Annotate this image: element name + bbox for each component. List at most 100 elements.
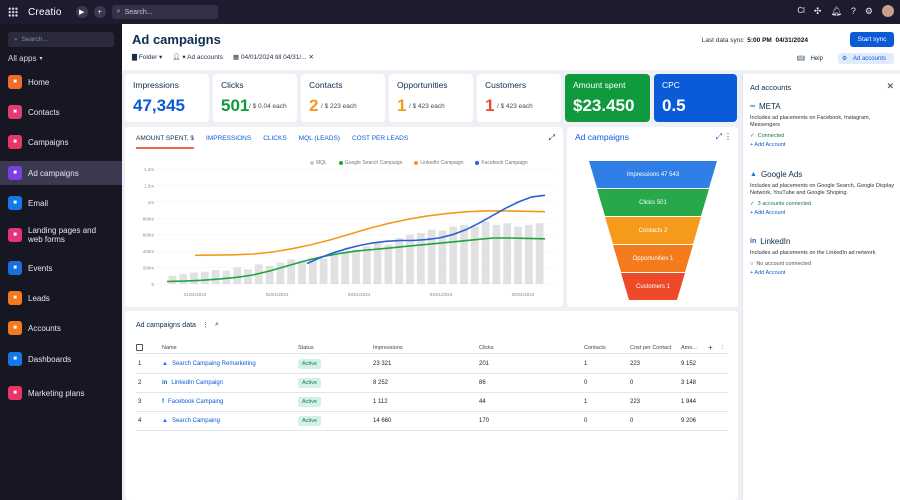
funnel-step[interactable]: Opportunities 1 [613,245,693,272]
all-apps-dropdown[interactable]: All apps ▾ [8,54,122,63]
mql-bar [460,224,468,284]
gear-icon[interactable]: ⚙ [864,6,873,16]
chevron-down-icon: ▾ [39,56,43,62]
sidebar: ⌕ Search... All apps ▾ ■ Home ■ Contacts ■ Ca… [0,24,122,500]
kpi-sub: / $ 423 each [497,103,533,110]
expand-icon[interactable]: ⤢ [548,133,555,142]
puzzle-icon[interactable]: ✣ [813,6,822,16]
user-avatar-icon[interactable] [882,5,894,17]
y-tick-label: 1.4m [144,167,154,172]
legend-item: Facebook Campaign [475,160,528,166]
sidebar-item-events[interactable]: ■ Events [0,256,122,280]
sidebar-item-marketing-plans[interactable]: ■ Marketing plans [0,378,122,408]
column-header[interactable]: Status [298,344,314,351]
sidebar-item-dashboards[interactable]: ■ Dashboards [0,347,122,371]
campaign-name-link[interactable]: Search Campaing [171,418,220,424]
mql-bar [416,233,425,284]
chart-tab[interactable]: MQL (LEADS) [298,135,340,142]
funnel-step[interactable]: Customers 1 [621,273,685,300]
sidebar-item-campaigns[interactable]: ■ Campaigns [0,130,122,154]
mql-bar [287,259,296,284]
cell-impressions: 14 660 [373,412,391,430]
plus-icon[interactable]: + [93,6,106,18]
column-header[interactable]: Name [162,344,177,351]
campaign-name-cell[interactable]: in LinkedIn Campaign [162,374,223,392]
y-tick-label: 600m [143,233,155,238]
campaign-name-link[interactable]: LinkedIn Campaign [171,380,224,386]
help-icon[interactable]: ? [850,6,856,16]
chart-tab[interactable]: AMOUNT SPENT, $ [136,135,195,149]
kpi-label: Opportunities [397,80,448,90]
ad-accounts-button[interactable]: ⚙ Ad accounts [837,53,894,64]
sidebar-item-landing-pages-and-web-forms[interactable]: ■ Landing pages and web forms [0,220,122,250]
chart-tab[interactable]: IMPRESSIONS [206,135,252,142]
expand-icon[interactable]: ⤢ [715,132,722,141]
account-name-row: ▲ Google Ads [750,170,898,179]
sidebar-item-contacts[interactable]: ■ Contacts [0,100,122,124]
cell-cpc: 0 [630,374,633,392]
sidebar-item-leads[interactable]: ■ Leads [0,286,122,310]
date-filter[interactable]: ▦ 04/01/2024 till 04/31/... ✕ [232,54,314,61]
add-account-button[interactable]: + Add Account [750,142,786,148]
select-all-checkbox[interactable] [136,342,143,353]
table-row[interactable]: 3 f Facebook Campaing Active 1 112 44 1 223 1 94… [136,393,728,412]
close-icon[interactable]: ✕ [308,54,314,61]
more-icon[interactable]: ⋮ [724,132,732,141]
table-row[interactable]: 2 in LinkedIn Campaign Active 8 252 86 0 0 3 148 [136,374,728,393]
apps-grid-icon[interactable] [8,7,18,17]
sidebar-item-ad-campaigns[interactable]: ■ Ad campaigns [0,161,122,185]
y-tick-label: 400m [143,249,155,254]
campaign-name-link[interactable]: Facebook Campaing [168,399,224,405]
funnel-step[interactable]: Contacts 2 [605,217,701,244]
google-ads-icon: ▲ [162,361,168,367]
global-search-input[interactable]: ⌕ Search... [111,5,218,19]
account-status: ○ No account connected [750,261,898,267]
campaign-name-cell[interactable]: ▲ Search Campaing Remarketing [162,355,256,373]
cell-value: 0 [584,380,588,386]
app-logo[interactable]: Creatio [28,6,62,18]
campaign-name-cell[interactable]: f Facebook Campaing [162,393,223,411]
table-row[interactable]: 4 ▲ Search Campaing Active 14 660 170 0 0 9 206 [136,412,728,431]
column-header[interactable]: Clicks [479,344,494,351]
sidebar-item-email[interactable]: ■ Email [0,191,122,215]
campaign-name-cell[interactable]: ▲ Search Campaing [162,412,220,430]
sidebar-search-input[interactable]: ⌕ Search... [8,32,114,47]
funnel-step[interactable]: Impressions 47 543 [589,161,717,188]
last-sync: Last data sync 5:00 PM 04/31/2024 [702,37,808,44]
legend-label: MQL [316,160,327,166]
ad-accounts-filter[interactable]: 👤︎ ▾ Ad accounts [172,54,223,61]
column-header[interactable]: Cost per Contact [630,344,672,351]
campaign-name-link[interactable]: Search Campaing Remarketing [171,361,256,367]
column-header[interactable]: Impressions [373,344,403,351]
chart-tab[interactable]: CLICKS [263,135,287,142]
add-account-button[interactable]: + Add Account [750,210,786,216]
table-row[interactable]: 1 ▲ Search Campaing Remarketing Active 23 32… [136,355,728,374]
sidebar-item-accounts[interactable]: ■ Accounts [0,316,122,340]
chart-tab[interactable]: COST PER LEADS [351,135,409,142]
cell-value: 223 [630,361,641,367]
add-account-button[interactable]: + Add Account [750,270,786,276]
ai-icon[interactable]: Cl [797,6,805,15]
more-icon[interactable]: ⋮ [201,322,209,329]
add-column-icon[interactable]: + [708,343,713,352]
sidebar-item-home[interactable]: ■ Home [0,70,122,94]
column-header[interactable]: Amo... [681,344,697,351]
bell-icon[interactable]: 🔔︎ [830,6,842,16]
play-icon[interactable]: ▶ [75,6,88,18]
more-icon[interactable]: ⋮ [720,344,726,351]
status-badge: Active [298,359,321,369]
funnel-step[interactable]: Clicks 501 [597,189,709,216]
start-sync-button[interactable]: Start sync [850,32,894,47]
search-icon[interactable]: ⌕ [214,321,219,328]
campaigns-table-card: Ad campaigns data ⋮ ⌕ Name Status Impressi… [125,311,738,500]
mql-bar [211,270,220,284]
search-icon: ⌕ [116,8,121,15]
column-header[interactable]: Contacts [584,344,606,351]
kpi-sub: / $ 0.04 each [249,103,287,110]
kpi-card-impressions: Impressions 47,345 [125,74,209,122]
close-icon[interactable]: ✕ [886,81,894,91]
cell-value: 223 [630,399,641,405]
folder-filter[interactable]: ▇ Folder ▾ [132,54,163,61]
funnel-card: Ad campaigns ⤢ ⋮ Impressions 47 543 Click… [567,127,738,307]
help-button[interactable]: 📖︎ Help [793,53,831,64]
